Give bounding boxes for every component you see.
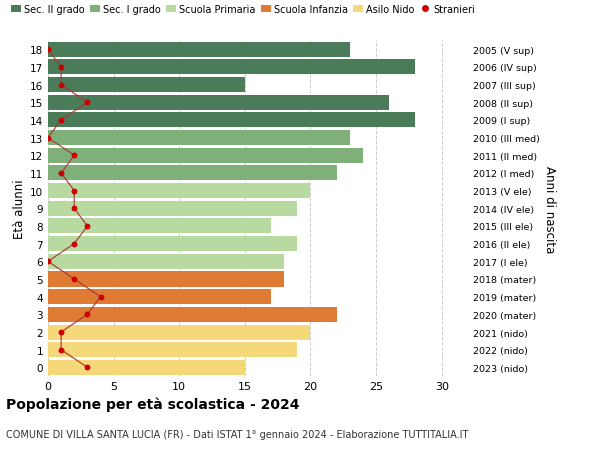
Bar: [48, 237, 298, 252]
Bar: [48, 290, 271, 304]
Point: [43, 258, 53, 265]
Bar: [48, 272, 284, 287]
Bar: [48, 166, 337, 181]
Point: [56, 170, 66, 177]
Point: [56, 64, 66, 72]
Bar: [48, 342, 298, 358]
Point: [83, 364, 92, 371]
Point: [70, 152, 79, 160]
Point: [56, 346, 66, 353]
Point: [56, 82, 66, 89]
Text: Popolazione per età scolastica - 2024: Popolazione per età scolastica - 2024: [6, 397, 299, 412]
Bar: [48, 95, 389, 111]
Text: COMUNE DI VILLA SANTA LUCIA (FR) - Dati ISTAT 1° gennaio 2024 - Elaborazione TUT: COMUNE DI VILLA SANTA LUCIA (FR) - Dati …: [6, 429, 469, 439]
Point: [43, 134, 53, 142]
Bar: [48, 307, 337, 322]
Point: [96, 293, 106, 301]
Point: [83, 223, 92, 230]
Bar: [48, 325, 311, 340]
Bar: [48, 184, 311, 199]
Point: [83, 311, 92, 319]
Bar: [48, 219, 271, 234]
Bar: [48, 60, 415, 75]
Bar: [48, 131, 350, 146]
Point: [70, 276, 79, 283]
Bar: [48, 43, 350, 58]
Point: [70, 188, 79, 195]
Point: [43, 46, 53, 54]
Point: [56, 329, 66, 336]
Point: [56, 117, 66, 124]
Y-axis label: Anni di nascita: Anni di nascita: [544, 165, 556, 252]
Point: [70, 205, 79, 213]
Y-axis label: Età alunni: Età alunni: [13, 179, 26, 239]
Bar: [48, 360, 245, 375]
Legend: Sec. II grado, Sec. I grado, Scuola Primaria, Scuola Infanzia, Asilo Nido, Stran: Sec. II grado, Sec. I grado, Scuola Prim…: [11, 5, 475, 15]
Point: [70, 241, 79, 248]
Bar: [48, 78, 245, 93]
Bar: [48, 113, 415, 128]
Bar: [48, 254, 284, 269]
Bar: [48, 148, 363, 163]
Point: [83, 99, 92, 106]
Bar: [48, 202, 298, 216]
